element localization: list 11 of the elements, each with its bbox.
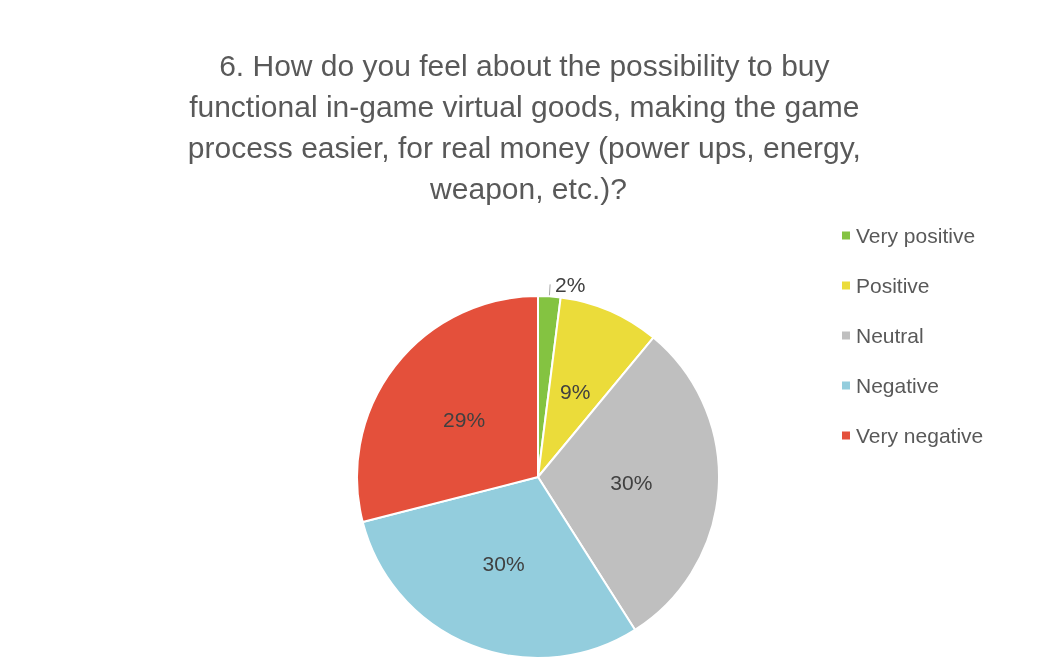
legend-label: Positive bbox=[856, 274, 930, 297]
legend-label: Negative bbox=[856, 374, 939, 397]
data-label: 9% bbox=[559, 379, 591, 403]
data-label: 2% bbox=[555, 272, 586, 296]
data-label: 29% bbox=[443, 408, 486, 432]
chart-title: 6. How do you feel about the possibility to buy functional in-game virtual goods, making the game process easier, for real money (power ups, energy, weapon, etc.)? bbox=[187, 49, 870, 205]
legend-label: Very negative bbox=[856, 424, 984, 447]
data-label: 30% bbox=[482, 552, 525, 576]
legend-label: Neutral bbox=[856, 324, 924, 347]
data-label: 30% bbox=[610, 471, 653, 495]
legend-label: Very positive bbox=[856, 224, 976, 247]
